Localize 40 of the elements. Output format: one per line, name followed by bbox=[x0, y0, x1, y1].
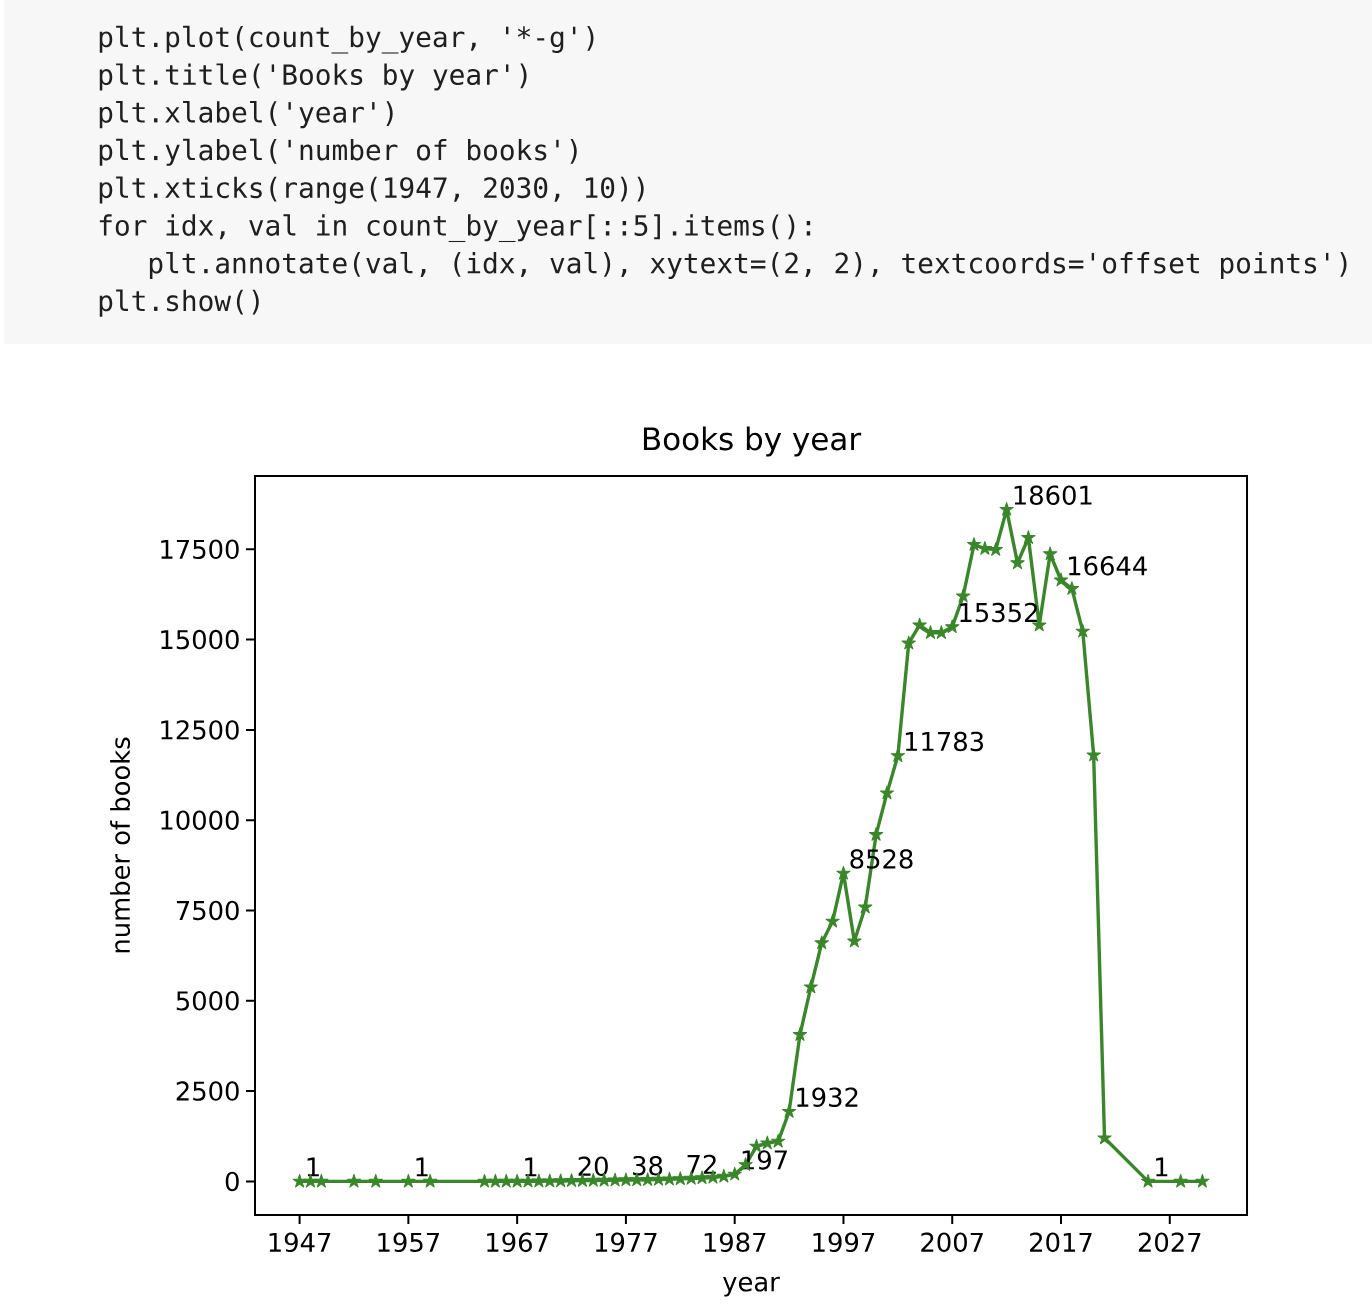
data-label: 15352 bbox=[960, 602, 1037, 623]
x-tick-label: 2017 bbox=[1030, 1232, 1092, 1253]
text: plt.ylabel('number of books') bbox=[99, 138, 577, 166]
y-tick-label: 5000 bbox=[176, 991, 239, 1011]
data-label: 1 bbox=[1156, 1157, 1168, 1177]
data-label: 11783 bbox=[905, 731, 984, 752]
data-label: 38 bbox=[633, 1155, 663, 1176]
x-axis-title: year bbox=[723, 1276, 780, 1297]
data-label: 1 bbox=[416, 1157, 428, 1177]
text: plt.xlabel('year') bbox=[99, 101, 393, 129]
x-tick-label: 1967 bbox=[487, 1232, 548, 1253]
y-axis-title: number of books bbox=[110, 737, 131, 953]
y-tick-label: 12500 bbox=[161, 720, 239, 740]
y-tick-label: 17500 bbox=[161, 539, 239, 560]
y-tick-label: 15000 bbox=[161, 629, 239, 650]
y-tick-label: 10000 bbox=[161, 810, 239, 830]
data-label: 16644 bbox=[1069, 556, 1147, 576]
x-tick-label: 1957 bbox=[378, 1232, 439, 1253]
x-tick-label: 2027 bbox=[1138, 1232, 1201, 1253]
text: plt.plot(count_by_year, '*-g') bbox=[99, 25, 594, 54]
x-tick-label: 1977 bbox=[595, 1232, 657, 1253]
chart-title: Books by year bbox=[643, 426, 862, 457]
x-tick-label: 1987 bbox=[704, 1232, 766, 1253]
x-tick-label: 1947 bbox=[269, 1232, 331, 1253]
data-label: 20 bbox=[578, 1156, 608, 1177]
y-tick-label: 0 bbox=[225, 1171, 239, 1192]
data-label: 72 bbox=[687, 1154, 716, 1174]
text: plt.xticks(range(1947, 2030, 10)) bbox=[99, 176, 644, 204]
x-tick-label: 2007 bbox=[921, 1232, 983, 1253]
text: plt.show() bbox=[99, 289, 259, 317]
text: plt.annotate(val, (idx, val), xytext=(2, 2), textcoords='offset points') bbox=[149, 251, 1347, 279]
text: for idx, val in count_by_year[::5].items(): bbox=[99, 214, 811, 243]
y-tick-label: 7500 bbox=[176, 900, 239, 921]
data-label: 1 bbox=[525, 1157, 537, 1177]
x-tick-label: 1997 bbox=[813, 1232, 875, 1253]
text: plt.title('Books by year') bbox=[99, 63, 527, 91]
data-label: 1932 bbox=[797, 1087, 858, 1107]
data-label: 1 bbox=[307, 1157, 319, 1177]
data-label: 18601 bbox=[1014, 485, 1092, 505]
y-tick-label: 2500 bbox=[176, 1081, 239, 1101]
